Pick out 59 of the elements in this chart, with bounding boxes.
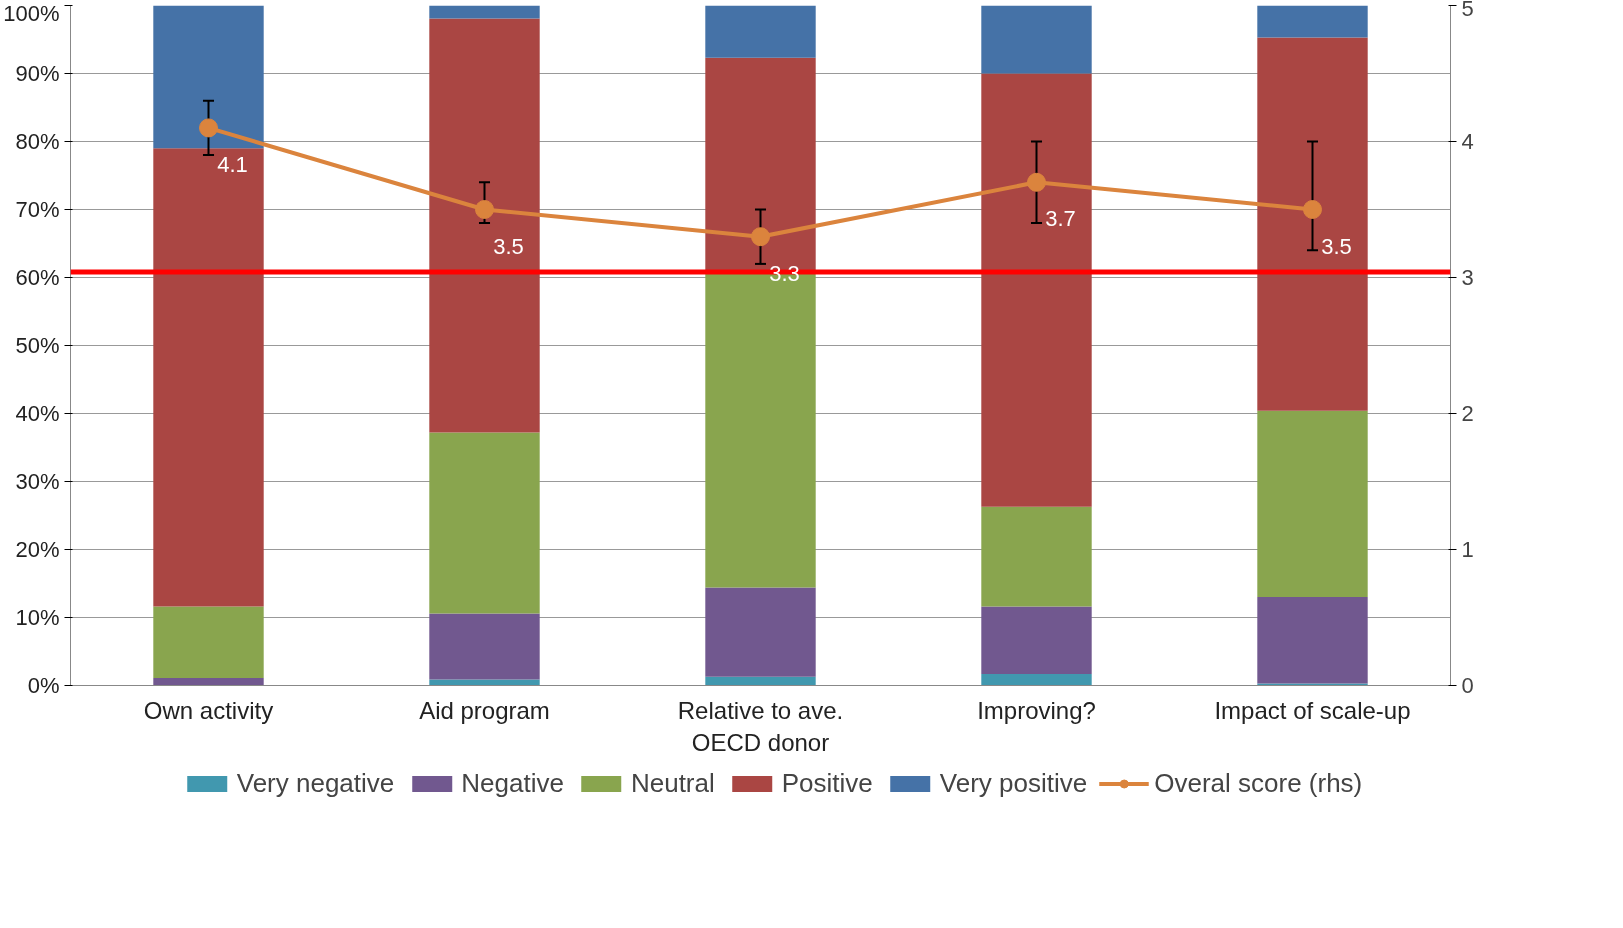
x-tick-label: Relative to ave. OECD donor <box>677 696 844 756</box>
y-tick-label: 50% <box>15 333 60 358</box>
bar <box>1257 37 1368 411</box>
bar <box>1257 410 1368 598</box>
point <box>1027 172 1046 192</box>
x-tick-label: Aid program <box>419 696 550 724</box>
bar <box>153 606 264 679</box>
bar <box>981 606 1092 674</box>
bar <box>705 676 816 686</box>
y-tick-label: 90% <box>15 61 60 86</box>
bar <box>429 18 540 433</box>
bar <box>153 5 264 149</box>
y-tick-label: 40% <box>15 401 60 426</box>
data-label: 4.1 <box>217 151 248 177</box>
x-tick-label: Improving? <box>977 696 1096 724</box>
bar <box>153 678 264 686</box>
bar <box>705 587 816 677</box>
bar <box>429 679 540 686</box>
legend-label: Overal score (rhs) <box>1154 767 1363 799</box>
bar <box>1257 597 1368 684</box>
point <box>751 227 770 247</box>
data-label: 3.7 <box>1045 206 1076 232</box>
y2-tick-label: 5 <box>1461 0 1474 21</box>
y-tick-label: 70% <box>15 197 60 222</box>
data-label: 3.5 <box>493 233 524 259</box>
bar <box>981 5 1092 74</box>
bar <box>1257 683 1368 686</box>
bar <box>429 432 540 614</box>
x-tick-label: Own activity <box>143 696 274 724</box>
y-tick-label: 30% <box>15 469 60 494</box>
data-label: 3.3 <box>769 260 800 286</box>
point <box>199 118 218 138</box>
y-tick-label: 10% <box>15 605 60 630</box>
x-tick-label: Impact of scale-up <box>1214 696 1411 724</box>
bar <box>429 5 540 19</box>
data-label: 3.5 <box>1321 233 1352 259</box>
y-tick-label: 0% <box>27 673 60 698</box>
bar <box>429 613 540 680</box>
y-tick-label: 80% <box>15 129 60 154</box>
legend-label: Neutral <box>630 767 715 799</box>
bar <box>705 5 816 58</box>
y2-tick-label: 4 <box>1461 129 1474 154</box>
y2-tick-label: 1 <box>1461 537 1474 562</box>
point <box>1303 200 1322 219</box>
legend-label: Very positive <box>939 767 1088 799</box>
y-tick-label: 20% <box>15 537 60 562</box>
legend-label: Positive <box>781 767 873 799</box>
legend-label: Very negative <box>236 767 395 799</box>
bar <box>981 73 1092 507</box>
point <box>475 200 494 219</box>
y2-tick-label: 3 <box>1461 265 1474 290</box>
legend-label: Negative <box>461 767 564 799</box>
bar <box>981 506 1092 607</box>
y-tick-label: 60% <box>15 265 60 290</box>
y-tick-label: 100% <box>3 0 60 26</box>
bar <box>153 148 264 607</box>
bar <box>981 673 1092 686</box>
y2-tick-label: 0 <box>1461 673 1474 698</box>
y2-tick-label: 2 <box>1461 401 1474 426</box>
